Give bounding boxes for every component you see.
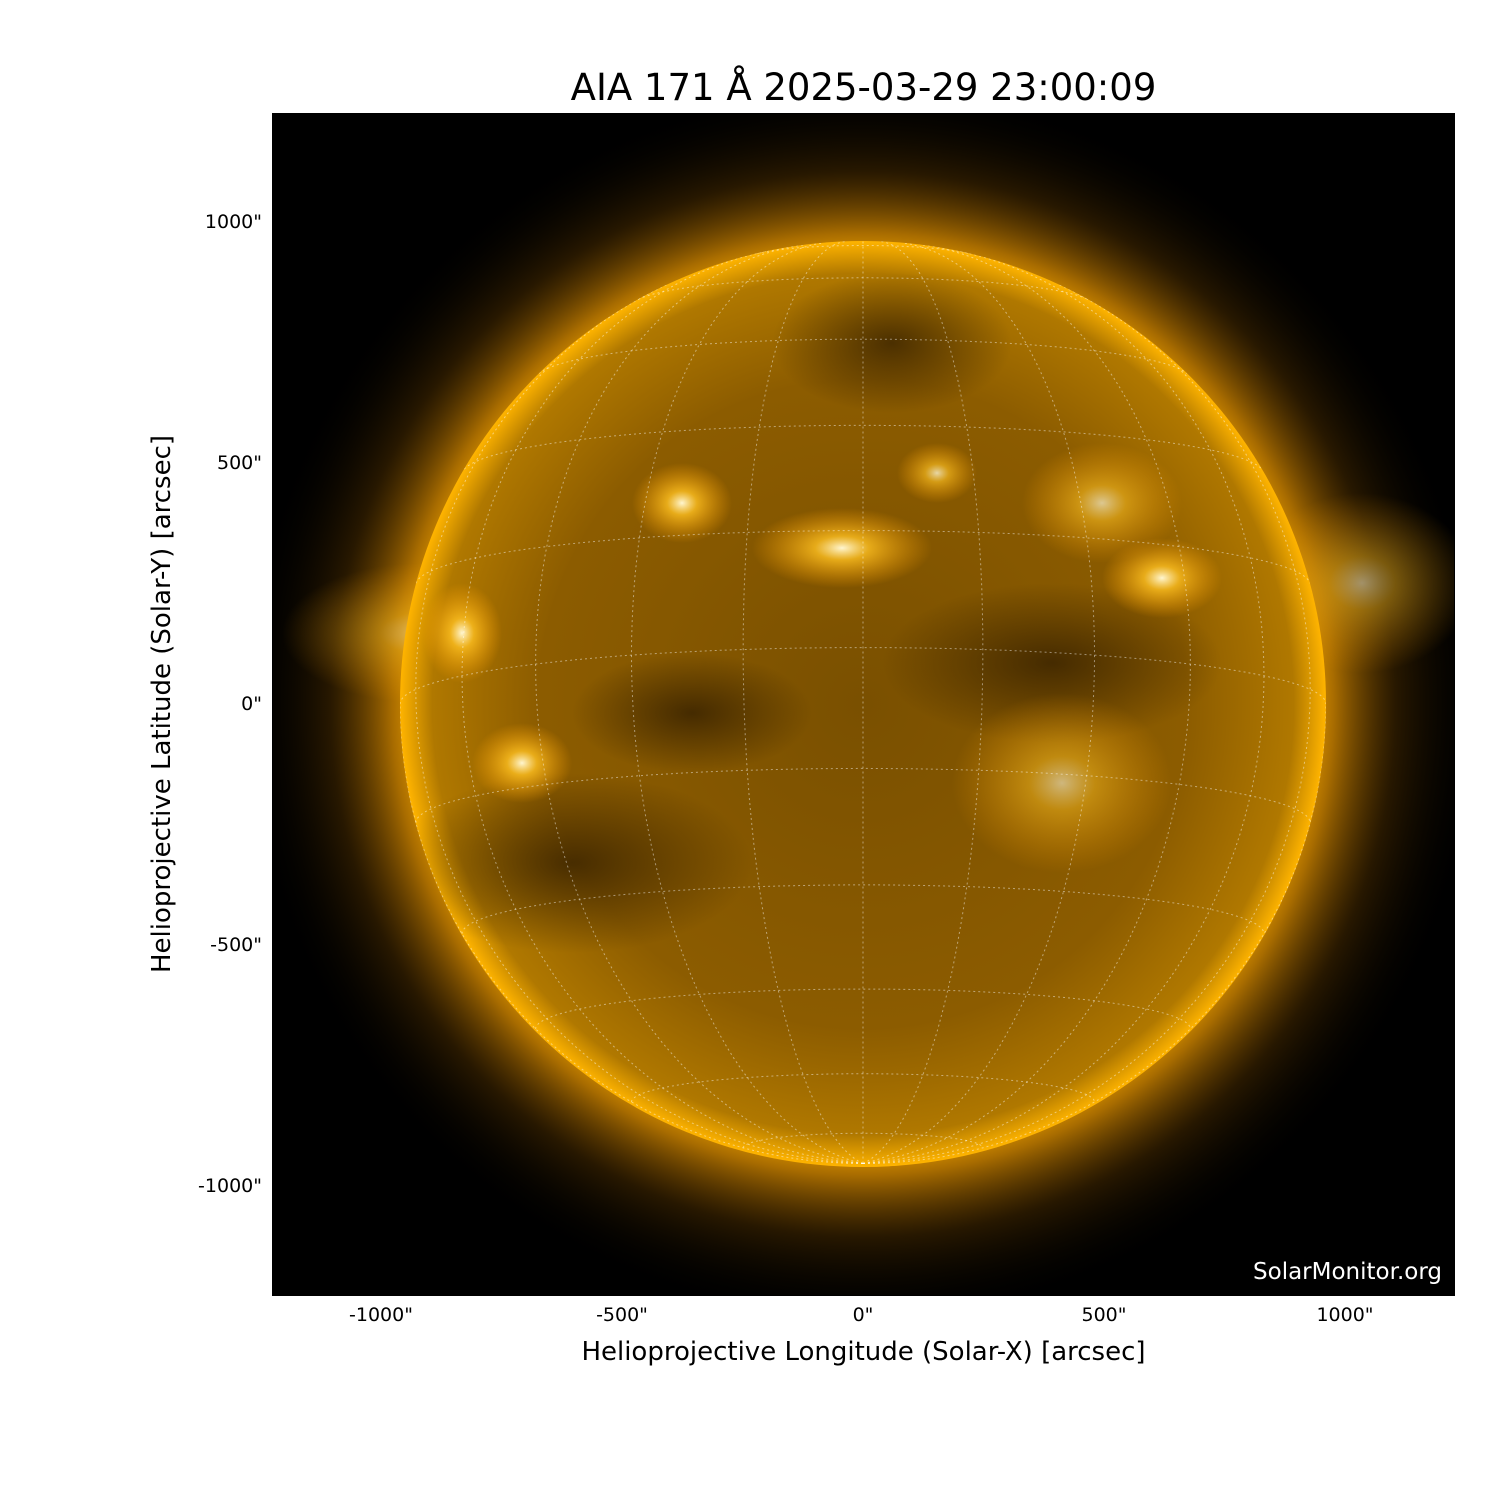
grid-line — [630, 242, 864, 1164]
x-tick-label: -500" — [596, 1304, 648, 1326]
grid-line — [415, 767, 1311, 823]
solar-image: SolarMonitor.org — [272, 113, 1455, 1296]
grid-line — [742, 1132, 984, 1148]
grid-line — [631, 1073, 1095, 1103]
grid-line — [535, 988, 1191, 1030]
heliographic-grid — [400, 241, 1326, 1164]
grid-line — [463, 424, 1263, 470]
grid-line — [638, 277, 1088, 300]
grid-line — [538, 338, 1188, 374]
grid-line — [535, 244, 864, 1164]
x-tick-label: -1000" — [349, 1304, 413, 1326]
x-axis-label: Helioprojective Longitude (Solar-X) [arc… — [581, 1337, 1146, 1367]
grid-line — [461, 884, 1265, 934]
grid-line — [415, 284, 864, 1164]
grid-line — [757, 245, 969, 254]
grid-line — [862, 244, 1191, 1164]
y-axis-label: Helioprojective Latitude (Solar-Y) [arcs… — [147, 434, 177, 974]
y-tick-label: 1000" — [204, 211, 262, 233]
grid-line — [862, 242, 1096, 1164]
y-tick-label: -1000" — [198, 1175, 262, 1197]
credit-watermark: SolarMonitor.org — [1253, 1259, 1442, 1285]
y-tick-label: -500" — [210, 934, 262, 956]
x-tick-label: 500" — [1081, 1304, 1127, 1326]
y-tick-label: 0" — [241, 693, 262, 715]
y-tick-label: 500" — [216, 452, 262, 474]
x-tick-label: 1000" — [1316, 1304, 1374, 1326]
grid-line — [862, 284, 1311, 1164]
grid-line — [862, 250, 1265, 1164]
grid-line — [862, 703, 1326, 1164]
grid-line — [461, 250, 864, 1164]
x-tick-label: 0" — [852, 1304, 874, 1326]
grid-line — [400, 703, 864, 1164]
axes-frame — [272, 113, 1455, 1296]
grid-line — [415, 530, 1311, 584]
grid-line — [400, 647, 1326, 705]
active-regions — [400, 273, 1222, 953]
plot-title: AIA 171 Å 2025-03-29 23:00:09 — [570, 66, 1157, 109]
